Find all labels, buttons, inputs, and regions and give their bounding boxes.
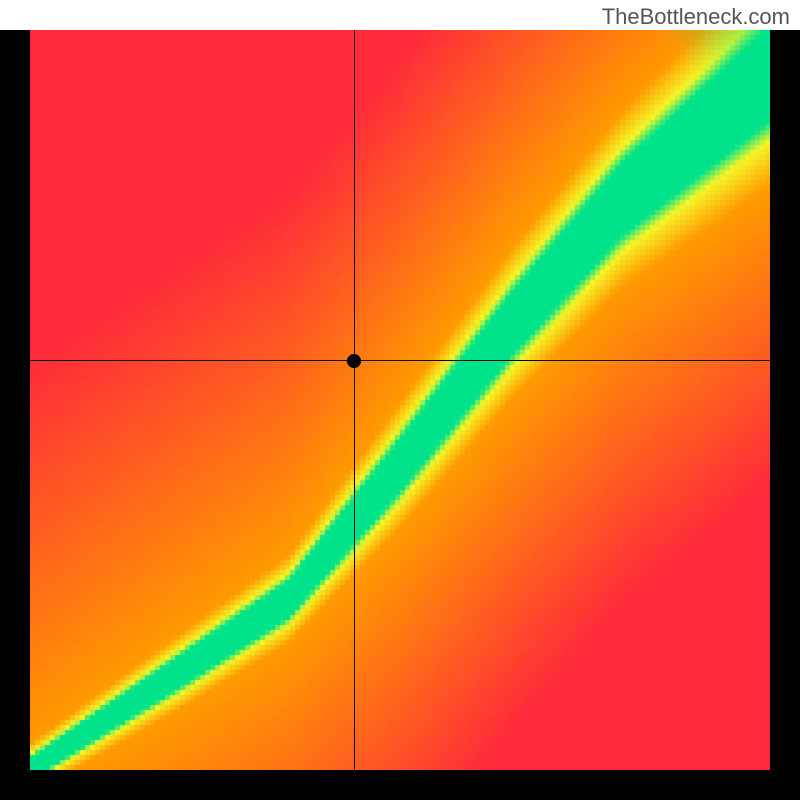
- site-name-watermark: TheBottleneck.com: [602, 4, 790, 30]
- chart-container: TheBottleneck.com: [0, 0, 800, 800]
- crosshair-vertical-line: [354, 30, 355, 770]
- selected-point-marker: [347, 354, 361, 368]
- crosshair-horizontal-line: [30, 360, 770, 361]
- bottleneck-heatmap: [30, 30, 770, 770]
